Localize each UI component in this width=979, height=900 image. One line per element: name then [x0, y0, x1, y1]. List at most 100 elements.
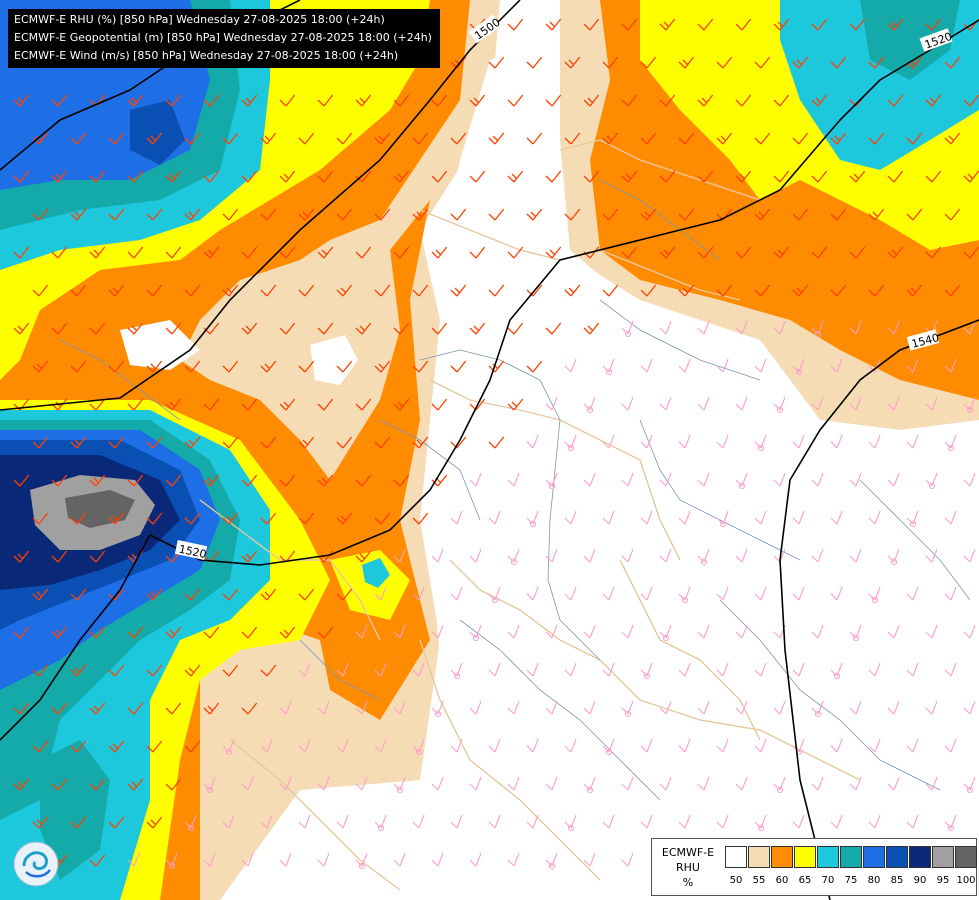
calm-wind-marker [662, 634, 670, 642]
wind-barb [317, 94, 334, 107]
wind-barb [469, 322, 486, 335]
wind-barb [944, 510, 957, 525]
calm-wind-marker [624, 710, 632, 718]
wind-barb [146, 588, 163, 601]
wind-barb [602, 56, 619, 69]
wind-barb [735, 396, 748, 411]
wind-barb [317, 322, 334, 335]
wind-barb [944, 738, 957, 753]
wind-barb [450, 360, 467, 373]
wind-barb [222, 664, 239, 677]
wind-barb [887, 18, 904, 31]
legend-swatch [794, 846, 816, 868]
wind-barb [583, 94, 600, 107]
wind-barb [70, 588, 87, 601]
wind-barb [70, 664, 87, 677]
wind-barb [887, 320, 900, 335]
wind-barb [716, 56, 733, 69]
wind-barb [583, 852, 596, 867]
wind-barb [203, 626, 220, 639]
wind-barb [431, 624, 444, 639]
wind-barb [127, 702, 144, 715]
wind-barb [849, 246, 866, 259]
wind-barb [317, 246, 334, 259]
wind-barb [184, 132, 201, 145]
wind-barb [279, 322, 296, 335]
wind-barb [697, 700, 710, 715]
wind-barb [412, 436, 429, 449]
wind-barb [697, 776, 710, 791]
wind-barb [203, 94, 220, 107]
wind-barb [507, 700, 520, 715]
wind-barb [146, 664, 163, 677]
wind-barb [583, 472, 596, 487]
wind-barb [89, 778, 106, 791]
legend-swatch [955, 846, 977, 868]
wind-barb [944, 132, 961, 145]
wind-barb [887, 170, 904, 183]
wind-barb [488, 738, 501, 753]
wind-barb [906, 814, 919, 829]
title-line-rhu: ECMWF-E RHU (%) [850 hPa] Wednesday 27-0… [14, 13, 385, 26]
wind-barb [716, 814, 729, 829]
wind-barb [564, 132, 581, 145]
calm-wind-marker [909, 520, 917, 528]
wind-barb [545, 322, 562, 335]
wind-barb [13, 702, 30, 715]
wind-barb [735, 94, 752, 107]
wind-barb [393, 398, 410, 411]
wind-barb [431, 170, 448, 183]
calm-wind-marker [814, 330, 822, 338]
wind-barb [393, 246, 410, 259]
wind-barb [659, 396, 672, 411]
wind-barb [108, 816, 125, 829]
wind-barb [621, 396, 634, 411]
wind-barb [792, 586, 805, 601]
wind-barb [146, 360, 163, 373]
wind-barb [51, 550, 68, 563]
calm-wind-marker [548, 482, 556, 490]
wind-barb [621, 94, 638, 107]
wind-barb [241, 322, 258, 335]
wind-barb [431, 322, 448, 335]
wind-barb [773, 246, 790, 259]
wind-barb [583, 170, 600, 183]
wind-barb [678, 56, 695, 69]
wind-barb [241, 852, 254, 867]
wind-barb [925, 548, 938, 563]
wind-barb [146, 436, 163, 449]
wind-barb [640, 738, 653, 753]
wind-barb [507, 94, 524, 107]
wind-barb [963, 624, 976, 639]
wind-barb [374, 662, 387, 677]
wind-barb [621, 18, 638, 31]
wind-barb [51, 170, 68, 183]
wind-barb [317, 852, 330, 867]
wind-barb [887, 94, 904, 107]
wind-barb [906, 662, 919, 677]
wind-barb [507, 852, 520, 867]
wind-barb [32, 512, 49, 525]
wind-barb [716, 662, 729, 677]
wind-barb [317, 700, 330, 715]
wind-barb [165, 322, 182, 335]
wind-barb [412, 814, 425, 829]
wind-barb [32, 208, 49, 221]
legend-swatch [748, 846, 770, 868]
wind-barb [241, 626, 258, 639]
wind-barb [773, 170, 790, 183]
wind-barb [944, 586, 957, 601]
wind-barb [108, 284, 125, 297]
wind-barb [336, 588, 353, 601]
wind-barb [374, 436, 391, 449]
wind-barb [545, 246, 562, 259]
wind-barb [735, 18, 752, 31]
wind-barb [13, 474, 30, 487]
wind-barb [849, 18, 866, 31]
calm-wind-marker [890, 558, 898, 566]
calm-wind-marker [567, 444, 575, 452]
wind-barb [260, 360, 277, 373]
wind-barb [127, 94, 144, 107]
wind-barb [89, 322, 106, 335]
wind-barb [184, 208, 201, 221]
